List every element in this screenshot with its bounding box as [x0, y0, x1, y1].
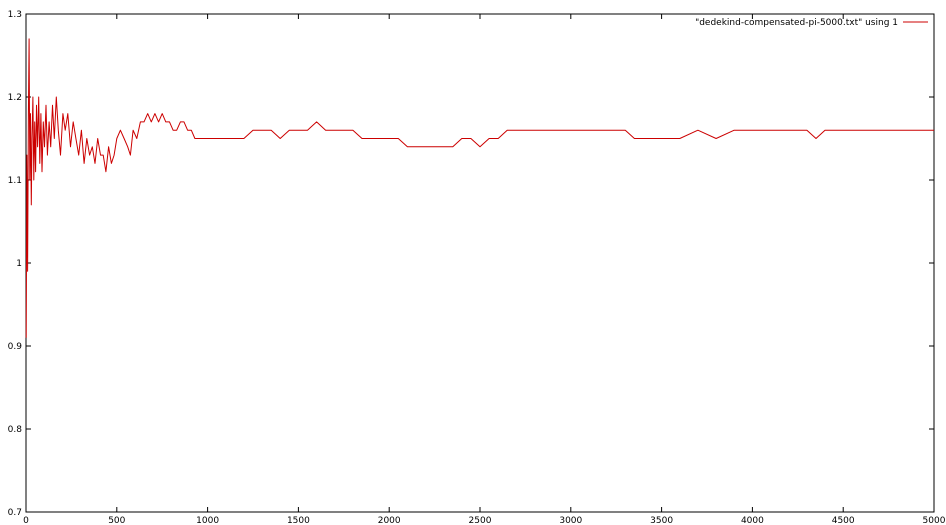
- series-line-0: [25, 38, 934, 338]
- legend: "dedekind-compensated-pi-5000.txt" using…: [695, 18, 928, 28]
- x-tick-label: 3000: [559, 516, 582, 525]
- y-tick-label: 1: [16, 259, 22, 269]
- x-tick-label: 2500: [469, 516, 492, 525]
- x-tick-label: 1500: [287, 516, 310, 525]
- series-lines: [25, 38, 934, 338]
- y-tick-label: 1.2: [8, 93, 22, 103]
- y-tick-label: 1.1: [8, 176, 22, 186]
- y-tick-label: 1.3: [8, 10, 22, 20]
- x-tick-label: 2000: [378, 516, 401, 525]
- x-tick-label: 4500: [832, 516, 855, 525]
- x-tick-label: 500: [108, 516, 125, 525]
- x-tick-label: 5000: [923, 516, 946, 525]
- x-tick-label: 3500: [650, 516, 673, 525]
- y-tick-label: 0.9: [8, 342, 23, 352]
- legend-label: "dedekind-compensated-pi-5000.txt" using…: [695, 18, 898, 28]
- x-tick-label: 4000: [741, 516, 764, 525]
- axis-ticks: 0 500 1000 1500 2000 2500 3000 3500 4000 4500 5000…: [8, 10, 946, 525]
- x-tick-label: 1000: [196, 516, 219, 525]
- y-tick-label: 0.8: [8, 425, 23, 435]
- x-tick-label: 0: [23, 516, 29, 525]
- y-tick-label: 0.7: [8, 508, 22, 518]
